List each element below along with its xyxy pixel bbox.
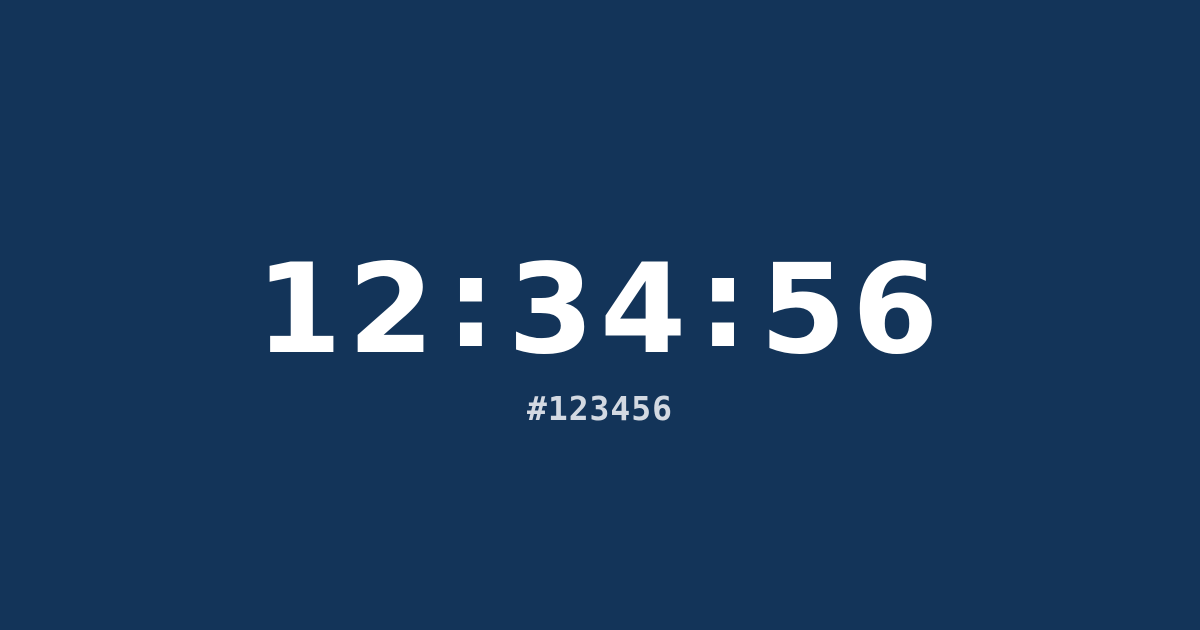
- minutes-digits: 34: [507, 238, 693, 382]
- minute-second-separator: :: [698, 232, 754, 376]
- hours-digits: 12: [255, 238, 441, 382]
- hex-color-label: #123456: [526, 389, 674, 428]
- seconds-digits: 56: [759, 238, 945, 382]
- hour-minute-separator: :: [446, 232, 502, 376]
- time-display: 12:34:56: [0, 242, 1200, 372]
